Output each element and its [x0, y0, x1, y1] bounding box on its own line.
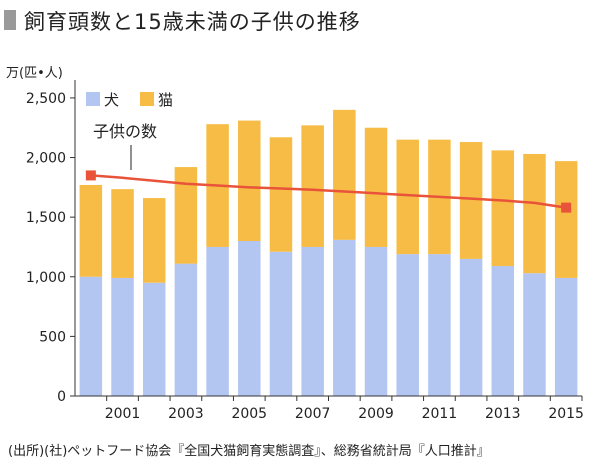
- chart-title: 飼育頭数と15歳未満の子供の推移: [24, 10, 361, 34]
- bar-cat-2008: [333, 109, 356, 240]
- line-marker-2000: [85, 170, 96, 181]
- bar-cat-2014: [523, 153, 546, 274]
- line-label-children: 子供の数: [93, 122, 157, 141]
- y-axis-unit: 万(匹•人): [6, 66, 63, 81]
- bar-dog-2002: [142, 282, 166, 396]
- legend-swatch-dog: [86, 92, 100, 106]
- source-note: (出所)(社)ペットフード協会『全国犬猫飼育実態調査』、総務省統計局『人口推計』: [8, 444, 490, 459]
- bar-dog-2010: [396, 254, 419, 396]
- bar-dog-2008: [333, 239, 356, 396]
- bar-cat-2006: [269, 137, 293, 252]
- x-tick-label-2011: 2011: [422, 406, 458, 422]
- y-tick-label-2000: 2,000: [26, 151, 66, 167]
- bar-cat-2007: [301, 125, 324, 247]
- x-tick-label-2009: 2009: [358, 406, 394, 422]
- y-tick-label-1500: 1,500: [26, 210, 66, 226]
- bar-dog-2009: [364, 246, 388, 396]
- bar-dog-2014: [523, 273, 546, 396]
- bar-cat-2013: [491, 150, 515, 267]
- line-marker-2015: [561, 202, 572, 213]
- bar-dog-2005: [238, 241, 261, 396]
- x-tick-label-2001: 2001: [105, 406, 141, 422]
- legend-swatch-cat: [140, 92, 154, 106]
- bar-cat-2015: [554, 161, 578, 278]
- y-tick-label-0: 0: [57, 389, 66, 405]
- legend-label-cat: 猫: [158, 91, 173, 109]
- title-accent-bar: [4, 10, 16, 30]
- x-tick-label-2007: 2007: [295, 406, 331, 422]
- legend-label-dog: 犬: [104, 91, 119, 109]
- bar-cat-2009: [364, 127, 388, 247]
- bar-cat-2012: [459, 142, 483, 259]
- bar-cat-2000: [79, 184, 103, 277]
- bar-dog-2006: [269, 251, 293, 396]
- y-tick-label-1000: 1,000: [26, 270, 66, 286]
- x-tick-label-2015: 2015: [548, 406, 584, 422]
- bar-cat-2005: [238, 120, 261, 241]
- bar-dog-2001: [111, 277, 134, 396]
- bar-dog-2007: [301, 246, 324, 396]
- x-tick-label-2005: 2005: [231, 406, 267, 422]
- line-children: [90, 174, 567, 209]
- x-tick-label-2003: 2003: [168, 406, 204, 422]
- bar-dog-2003: [174, 263, 198, 396]
- bar-dog-2004: [206, 246, 229, 396]
- bar-cat-2003: [174, 167, 198, 264]
- bar-cat-2002: [142, 198, 166, 283]
- bar-cat-2001: [111, 189, 134, 278]
- bar-dog-2000: [79, 276, 103, 396]
- bar-dog-2015: [554, 277, 578, 396]
- y-tick-label-500: 500: [39, 329, 66, 345]
- x-tick-label-2013: 2013: [485, 406, 521, 422]
- bar-cat-2010: [396, 139, 419, 255]
- y-tick-label-2500: 2,500: [26, 91, 66, 107]
- bar-dog-2013: [491, 266, 515, 396]
- bar-dog-2012: [459, 258, 483, 396]
- bar-dog-2011: [428, 254, 451, 396]
